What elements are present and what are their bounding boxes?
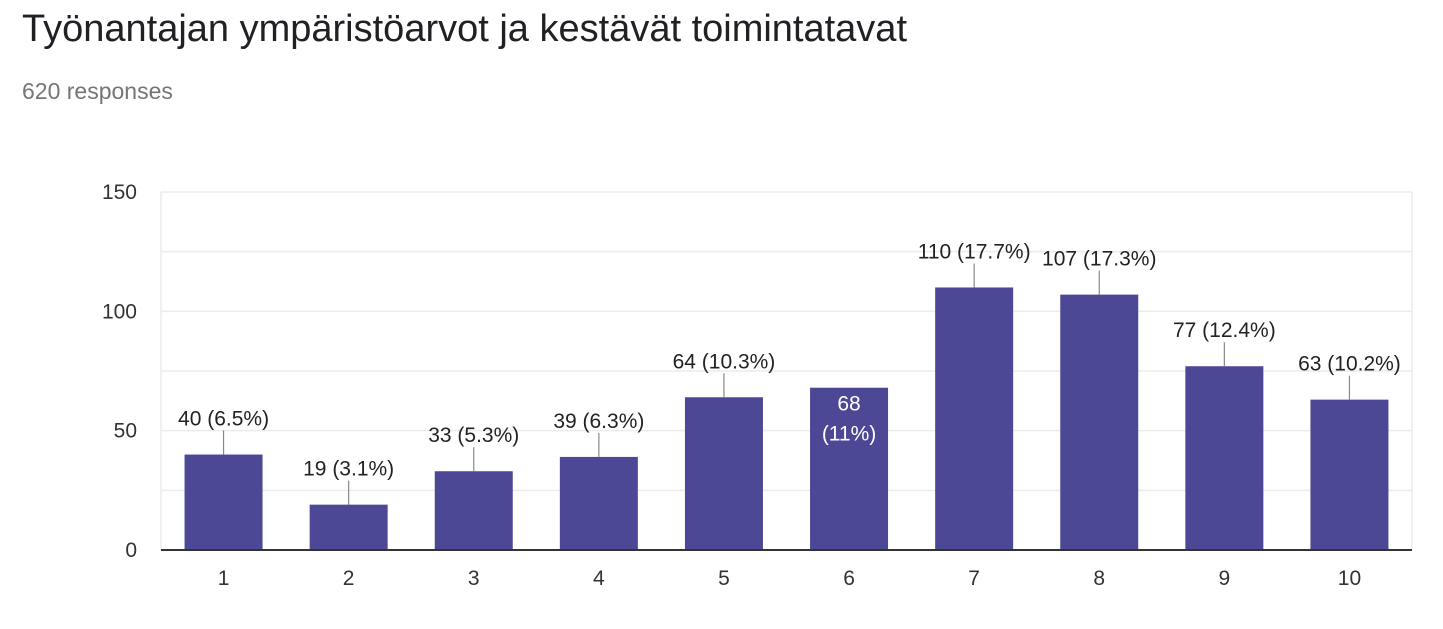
chart-title: Työnantajan ympäristöarvot ja kestävät t… — [22, 8, 908, 50]
data-label: 68 (11%) — [822, 393, 876, 446]
x-tick-label: 6 — [843, 567, 855, 590]
bar-6[interactable] — [810, 387, 889, 550]
data-label: 63 (10.2%) — [1298, 353, 1401, 376]
x-tick-label: 5 — [718, 567, 730, 590]
y-tick-label: 150 — [102, 181, 137, 204]
x-tick-label: 3 — [468, 567, 480, 590]
x-tick-label: 8 — [1093, 567, 1105, 590]
bar-5[interactable] — [684, 397, 763, 550]
data-labels: 40 (6.5%) 19 (3.1%) 33 (5.3%) 39 (6.3%) 64 (… — [178, 240, 1401, 505]
bar-8[interactable] — [1060, 294, 1139, 550]
y-tick-label: 100 — [102, 300, 137, 323]
data-label: 39 (6.3%) — [553, 410, 644, 433]
y-tick-label: 0 — [125, 539, 137, 562]
data-label: 77 (12.4%) — [1173, 319, 1276, 342]
data-label: 33 (5.3%) — [428, 424, 519, 447]
x-tick-label: 10 — [1338, 567, 1361, 590]
bar-1[interactable] — [184, 454, 263, 550]
axes: 0 50 100 150 1 2 3 4 5 6 7 8 9 10 — [102, 181, 1412, 590]
x-tick-label: 7 — [968, 567, 980, 590]
data-label: 40 (6.5%) — [178, 408, 269, 431]
x-tick-label: 2 — [343, 567, 355, 590]
bars — [184, 287, 1389, 550]
y-tick-label: 50 — [114, 420, 137, 443]
x-tick-label: 9 — [1219, 567, 1231, 590]
x-tick-label: 4 — [593, 567, 605, 590]
x-tick-label: 1 — [218, 567, 230, 590]
bar-10[interactable] — [1310, 399, 1389, 550]
bar-4[interactable] — [559, 456, 638, 550]
grid-lines — [160, 191, 1413, 550]
data-label: 64 (10.3%) — [673, 350, 776, 373]
bar-7[interactable] — [935, 287, 1014, 550]
data-label: 107 (17.3%) — [1042, 248, 1156, 271]
bar-3[interactable] — [434, 471, 513, 550]
data-label: 110 (17.7%) — [918, 240, 1031, 263]
bar-9[interactable] — [1185, 366, 1264, 550]
response-count: 620 responses — [22, 78, 173, 104]
bar-2[interactable] — [309, 504, 388, 550]
data-label: 19 (3.1%) — [303, 458, 394, 481]
